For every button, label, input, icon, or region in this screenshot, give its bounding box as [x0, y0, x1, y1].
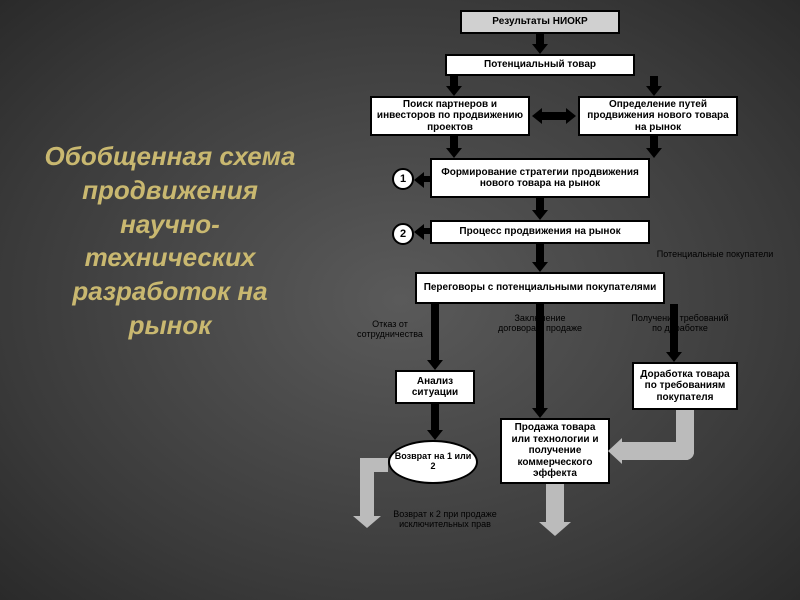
thick-arrow-head-icon	[608, 438, 622, 464]
node-promotion-path: Определение путей продвижения нового тов…	[578, 96, 738, 136]
arrow-icon	[650, 76, 658, 88]
node-partners: Поиск партнеров и инвесторов по продвиже…	[370, 96, 530, 136]
arrow-icon	[450, 136, 458, 150]
node-potential-product: Потенциальный товар	[445, 54, 635, 76]
label-return2: Возврат к 2 при продаже исключительных п…	[390, 510, 500, 530]
node-results: Результаты НИОКР	[460, 10, 620, 34]
node-refinement: Доработка товара по требованиям покупате…	[632, 362, 738, 410]
label-refusal: Отказ от сотрудничества	[350, 320, 430, 340]
flowchart: Результаты НИОКР Потенциальный товар Пои…	[330, 10, 780, 590]
arrow-icon	[536, 34, 544, 46]
label-requirements: Получение требований по доработке	[630, 314, 730, 334]
slide-title: Обобщенная схема продвижения научно-техн…	[40, 140, 300, 343]
thick-arrow-icon	[360, 458, 374, 518]
arrow-icon	[650, 136, 658, 150]
node-strategy: Формирование стратегии продвижения новог…	[430, 158, 650, 198]
thick-arrow-head-icon	[353, 516, 381, 528]
thick-arrow-icon	[620, 442, 694, 460]
arrow-icon	[536, 244, 544, 264]
arrow-icon	[431, 304, 439, 362]
arrow-icon	[450, 76, 458, 88]
arrow-icon	[536, 304, 544, 410]
arrow-icon	[670, 304, 678, 354]
circle-2: 2	[392, 223, 414, 245]
arrow-bi-icon	[540, 112, 568, 120]
arrow-icon	[422, 176, 430, 182]
node-sale: Продажа товара или технологии и получени…	[500, 418, 610, 484]
node-analysis: Анализ ситуации	[395, 370, 475, 404]
thick-arrow-icon	[546, 484, 564, 524]
node-process: Процесс продвижения на рынок	[430, 220, 650, 244]
node-negotiations: Переговоры с потенциальными покупателями	[415, 272, 665, 304]
arrow-icon	[536, 198, 544, 212]
label-buyers: Потенциальные покупатели	[655, 250, 775, 260]
oval-return: Возврат на 1 или 2	[388, 440, 478, 484]
circle-1: 1	[392, 168, 414, 190]
arrow-icon	[422, 228, 430, 234]
arrow-icon	[431, 404, 439, 432]
